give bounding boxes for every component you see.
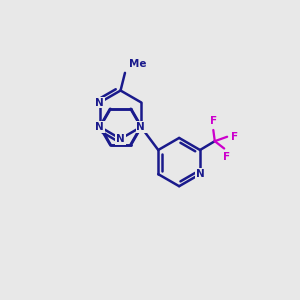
Text: N: N: [95, 122, 104, 132]
Text: N: N: [137, 122, 146, 132]
Text: N: N: [95, 98, 104, 108]
Text: F: F: [210, 116, 217, 126]
Text: O: O: [96, 122, 105, 132]
Text: F: F: [223, 152, 230, 162]
Text: Me: Me: [129, 59, 147, 69]
Text: N: N: [116, 134, 125, 144]
Text: N: N: [136, 122, 145, 132]
Text: N: N: [196, 169, 204, 179]
Text: F: F: [231, 132, 238, 142]
